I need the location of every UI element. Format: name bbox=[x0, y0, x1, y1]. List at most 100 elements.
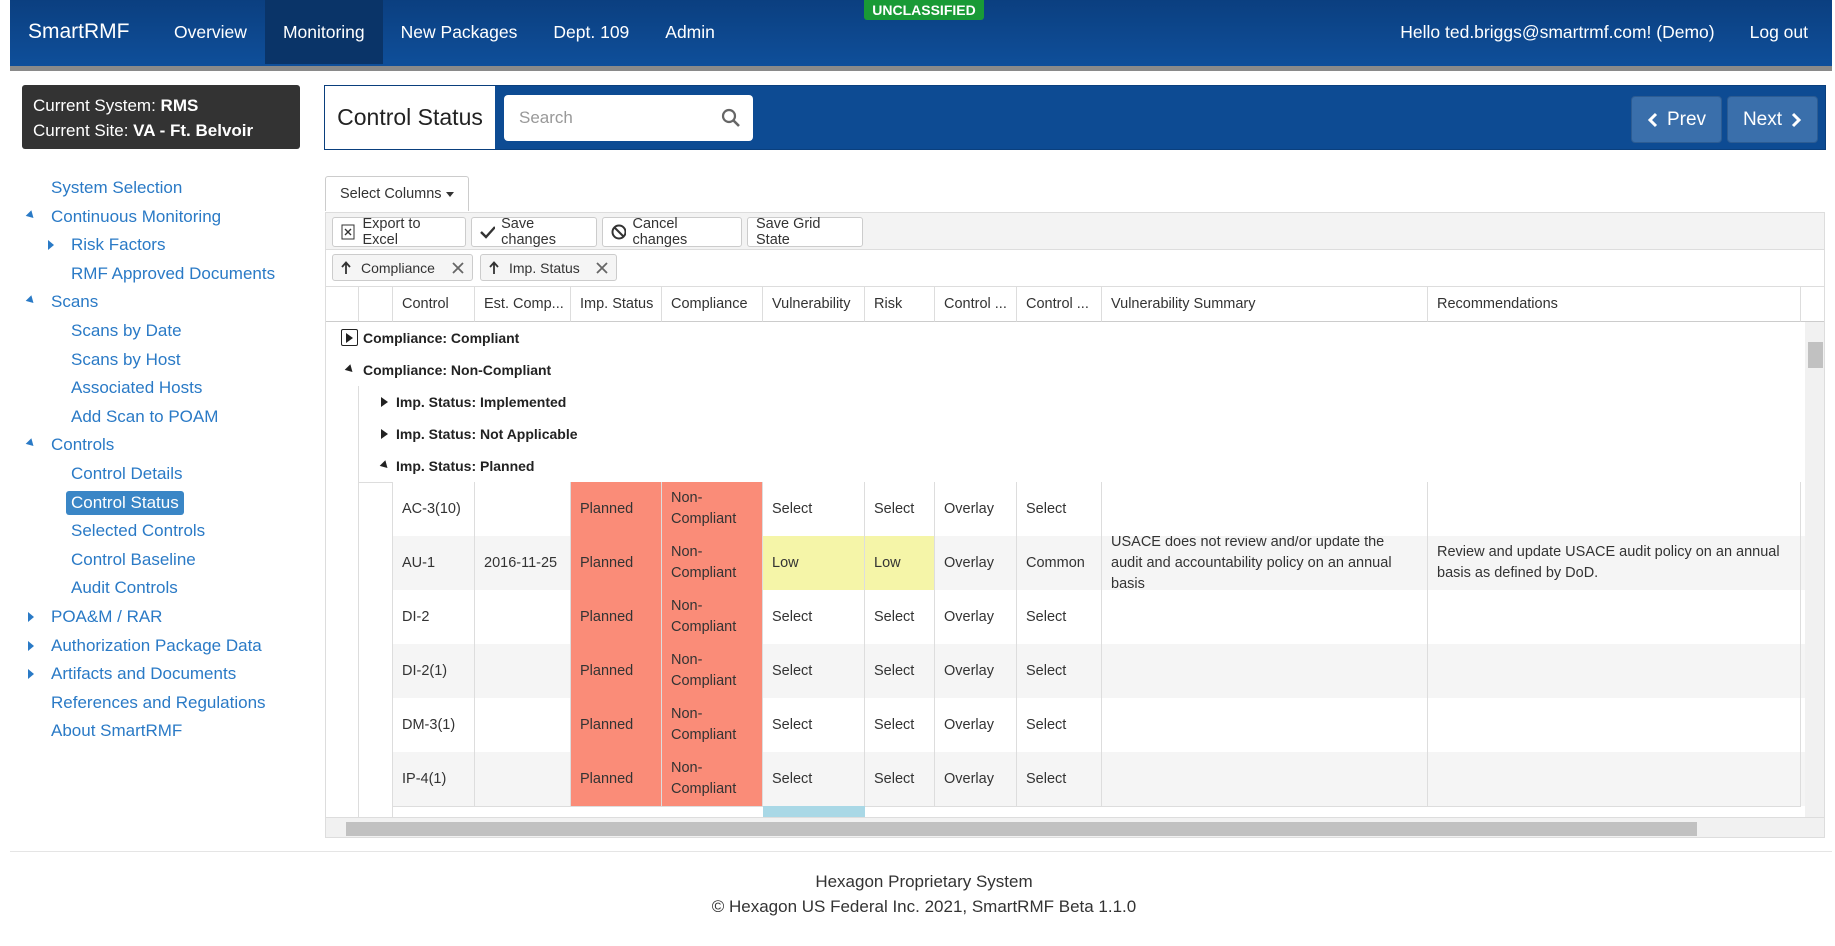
grid-cell[interactable]: Non-Compliant bbox=[662, 698, 763, 752]
grid-cell[interactable]: Select bbox=[763, 698, 865, 752]
grid-cell[interactable]: Planned bbox=[571, 698, 662, 752]
column-header[interactable]: Est. Comp... bbox=[475, 287, 571, 322]
expand-arrow[interactable] bbox=[25, 295, 37, 307]
toolbar-button[interactable]: Export to Excel bbox=[332, 216, 466, 248]
sidebar-link[interactable]: RMF Approved Documents bbox=[71, 263, 276, 283]
sidebar-link[interactable]: Authorization Package Data bbox=[51, 635, 262, 655]
grid-cell[interactable]: AC-3(10) bbox=[393, 482, 475, 536]
grid-cell[interactable]: Select bbox=[865, 752, 935, 806]
sidebar-link[interactable]: Associated Hosts bbox=[71, 378, 203, 398]
grid-cell[interactable] bbox=[1102, 482, 1428, 536]
grid-cell[interactable] bbox=[1428, 482, 1801, 536]
nav-item[interactable]: Monitoring bbox=[264, 0, 383, 64]
column-header[interactable]: Compliance bbox=[662, 287, 763, 322]
column-header[interactable]: Vulnerability Summary bbox=[1102, 287, 1428, 322]
toolbar-button[interactable]: Save changes bbox=[471, 216, 597, 248]
sidebar-link[interactable]: Scans bbox=[51, 292, 99, 312]
next-button[interactable]: Next bbox=[1727, 96, 1818, 143]
nav-item[interactable]: Dept. 109 bbox=[553, 22, 630, 42]
grid-cell[interactable]: Select bbox=[1017, 752, 1102, 806]
grid-cell[interactable]: Non-Compliant bbox=[662, 536, 763, 590]
grid-cell[interactable]: Select bbox=[763, 752, 865, 806]
sidebar-link[interactable]: Audit Controls bbox=[71, 578, 178, 598]
nav-item[interactable]: Admin bbox=[665, 22, 715, 42]
sidebar-link[interactable]: POA&M / RAR bbox=[51, 607, 163, 626]
group-collapse[interactable] bbox=[381, 397, 388, 407]
grid-cell[interactable]: Select bbox=[865, 698, 935, 752]
column-header[interactable]: Control ... bbox=[1017, 287, 1102, 322]
sidebar-link[interactable]: Artifacts and Documents bbox=[51, 664, 237, 684]
sidebar-link[interactable]: Controls bbox=[51, 435, 115, 455]
grid-cell[interactable] bbox=[475, 590, 571, 644]
grid-cell[interactable] bbox=[475, 482, 571, 536]
collapse-arrow[interactable] bbox=[28, 669, 34, 680]
grid-cell[interactable]: Planned bbox=[571, 644, 662, 698]
logout-link[interactable]: Log out bbox=[1749, 22, 1808, 42]
grid-cell[interactable]: Review and update USACE audit policy on … bbox=[1428, 536, 1801, 590]
grid-cell[interactable]: Overlay bbox=[935, 752, 1017, 806]
grid-cell[interactable]: Overlay bbox=[935, 482, 1017, 536]
grid-cell[interactable]: Non-Compliant bbox=[662, 644, 763, 698]
sidebar-link[interactable]: Control Details bbox=[71, 464, 183, 483]
column-header[interactable]: Imp. Status bbox=[571, 287, 662, 322]
nav-item[interactable]: New Packages bbox=[400, 22, 518, 42]
sidebar-link[interactable]: References and Regulations bbox=[51, 692, 266, 712]
sidebar-link[interactable]: Control Baseline bbox=[71, 549, 196, 569]
toolbar-button[interactable]: Save Grid State bbox=[747, 216, 863, 248]
sidebar-link[interactable]: Scans by Date bbox=[71, 321, 182, 340]
grid-cell[interactable]: AU-1 bbox=[393, 536, 475, 590]
select-columns-button[interactable]: Select Columns bbox=[325, 176, 469, 211]
grid-cell[interactable]: DI-2(1) bbox=[393, 644, 475, 698]
grid-cell[interactable] bbox=[1102, 752, 1428, 806]
grid-cell[interactable]: Planned bbox=[571, 590, 662, 644]
grid-cell[interactable] bbox=[1428, 644, 1801, 698]
toolbar-button[interactable]: Cancel changes bbox=[602, 216, 742, 248]
grid-cell[interactable]: Select bbox=[865, 482, 935, 536]
grid-cell[interactable]: Overlay bbox=[935, 536, 1017, 590]
collapse-arrow[interactable] bbox=[28, 640, 34, 651]
brand[interactable]: SmartRMF bbox=[28, 20, 130, 43]
sidebar-link[interactable]: System Selection bbox=[51, 178, 183, 197]
vertical-scroll-thumb[interactable] bbox=[1808, 342, 1823, 368]
grid-cell[interactable] bbox=[1428, 590, 1801, 644]
grid-cell[interactable]: Overlay bbox=[935, 590, 1017, 644]
expand-arrow[interactable] bbox=[25, 438, 37, 450]
grid-cell[interactable]: DI-2 bbox=[393, 590, 475, 644]
sidebar-link[interactable]: About SmartRMF bbox=[51, 721, 183, 741]
grid-cell[interactable]: Low bbox=[763, 536, 865, 590]
column-header[interactable]: Risk bbox=[865, 287, 935, 322]
vertical-scrollbar[interactable] bbox=[1805, 322, 1824, 817]
sidebar-link[interactable]: Risk Factors bbox=[71, 235, 166, 255]
grid-cell[interactable]: Select bbox=[865, 590, 935, 644]
grid-cell[interactable]: DM-3(1) bbox=[393, 698, 475, 752]
nav-item[interactable]: Overview bbox=[174, 22, 247, 42]
group-collapse[interactable] bbox=[381, 429, 388, 439]
horizontal-scroll-thumb[interactable] bbox=[346, 822, 1697, 836]
grid-cell[interactable]: IP-4(1) bbox=[393, 752, 475, 806]
grid-cell[interactable]: Planned bbox=[571, 536, 662, 590]
grid-cell[interactable]: Select bbox=[763, 644, 865, 698]
grid-cell[interactable]: USACE does not review and/or update the … bbox=[1102, 536, 1428, 590]
grid-cell[interactable]: Non-Compliant bbox=[662, 590, 763, 644]
grid-cell[interactable]: Select bbox=[1017, 698, 1102, 752]
grid-cell[interactable]: Select bbox=[865, 644, 935, 698]
grid-cell[interactable] bbox=[1102, 644, 1428, 698]
grid-cell[interactable] bbox=[1102, 590, 1428, 644]
grid-cell[interactable]: Select bbox=[1017, 644, 1102, 698]
group-collapse[interactable] bbox=[346, 333, 353, 343]
collapse-arrow[interactable] bbox=[28, 612, 34, 622]
group-expand[interactable] bbox=[379, 460, 391, 471]
column-header[interactable]: Recommendations bbox=[1428, 287, 1801, 322]
grid-cell[interactable] bbox=[475, 644, 571, 698]
expand-arrow[interactable] bbox=[25, 209, 37, 221]
user-greeting[interactable]: Hello ted.briggs@smartrmf.com! (Demo) bbox=[1400, 22, 1715, 42]
sidebar-link[interactable]: Continuous Monitoring bbox=[51, 206, 222, 226]
grid-cell[interactable] bbox=[475, 698, 571, 752]
group-chip[interactable]: Imp. Status bbox=[480, 254, 617, 281]
grid-cell[interactable] bbox=[475, 752, 571, 806]
grid-cell[interactable]: Non-Compliant bbox=[662, 482, 763, 536]
sidebar-link[interactable]: Add Scan to POAM bbox=[71, 406, 219, 426]
sidebar-link[interactable]: Scans by Host bbox=[71, 349, 181, 369]
group-chip[interactable]: Compliance bbox=[332, 254, 473, 281]
grid-cell[interactable]: Low bbox=[865, 536, 935, 590]
